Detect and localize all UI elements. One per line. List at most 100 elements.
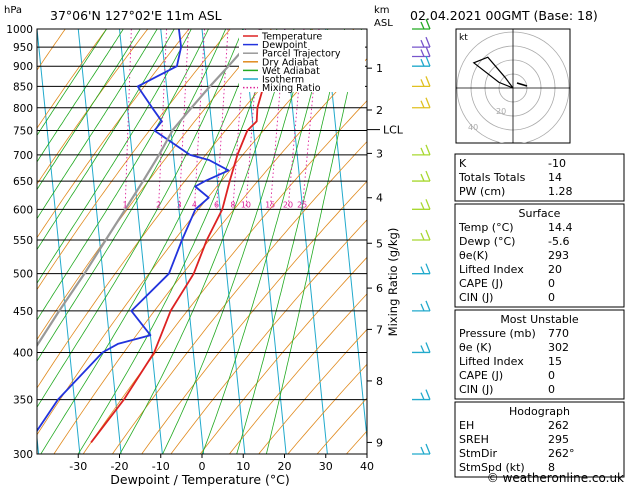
wind-barb: [412, 145, 430, 155]
stats-table-title: Surface: [519, 207, 561, 220]
pressure-tick-label: 800: [13, 103, 33, 115]
pressure-tick-label: 900: [13, 61, 33, 73]
pressure-tick-label: 550: [13, 235, 33, 247]
wind-barb: [412, 56, 430, 66]
pressure-tick-label: 500: [13, 269, 33, 281]
mixing-ratio-tick-label: 4: [192, 200, 197, 209]
stats-row-value: 14: [548, 171, 562, 184]
stats-row-label: Dewp (°C): [459, 235, 515, 248]
stats-row-value: 302: [548, 341, 569, 354]
stats-row-value: 0: [548, 369, 555, 382]
pressure-tick-label: 850: [13, 81, 33, 93]
hodograph-unit-label: kt: [459, 33, 468, 43]
wind-barb: [412, 444, 430, 454]
height-km-label: 2: [376, 104, 383, 117]
height-km-label: 9: [376, 436, 383, 449]
wind-barb: [412, 264, 430, 274]
stats-row-label: Totals Totals: [458, 171, 526, 184]
mixing-ratio-tick-label: 20: [283, 200, 293, 209]
hodograph-ring-label: 40: [468, 123, 478, 132]
asl-unit-label: ASL: [374, 18, 393, 29]
pressure-tick-label: 1000: [6, 24, 33, 36]
stats-row-value: 20: [548, 263, 562, 276]
stats-row-value: 0: [548, 383, 555, 396]
dewpoint-line: [29, 29, 228, 442]
wind-barb: [412, 301, 430, 311]
mixing-ratio-tick-label: 8: [230, 200, 235, 209]
stats-row-value: 262°: [548, 447, 575, 460]
stats-row-label: θe (K): [459, 341, 492, 354]
wind-barb-column: [412, 19, 430, 454]
mixing-ratio-tick-labels: 1 2 3 4 6 8 10 15 20 25: [123, 200, 308, 209]
stats-row-label: PW (cm): [459, 185, 505, 198]
hodograph-panel: 20 40 kt: [456, 29, 570, 144]
stats-row-value: 262: [548, 419, 569, 432]
pressure-tick-label: 750: [13, 126, 33, 138]
isotherm-line: [37, 29, 80, 454]
wind-barb: [412, 171, 430, 181]
pressure-tick-label: 950: [13, 42, 33, 54]
legend-entry: Mixing Ratio: [262, 83, 321, 94]
stats-row-label: Temp (°C): [458, 221, 514, 234]
pressure-tick-label: 350: [13, 395, 33, 407]
stats-row-value: 295: [548, 433, 569, 446]
temperature-tick-label: -30: [69, 460, 87, 473]
stats-row-value: -5.6: [548, 235, 569, 248]
wind-barb: [412, 230, 430, 240]
mixing-ratio-tick-label: 1: [123, 200, 128, 209]
location-title: 37°06'N 127°02'E 11m ASL: [50, 8, 222, 23]
mixing-ratio-tick-label: 2: [156, 200, 161, 209]
wind-barb: [412, 390, 430, 400]
stats-table-title: Most Unstable: [500, 313, 579, 326]
pressure-tick-label: 400: [13, 347, 33, 359]
hodograph-ring-label: 20: [496, 107, 506, 116]
stats-row-label: CIN (J): [459, 383, 493, 396]
height-km-label: 6: [376, 282, 383, 295]
height-km-label: 5: [376, 237, 383, 250]
datetime-title: 02.04.2021 00GMT (Base: 18): [410, 8, 598, 23]
pressure-tick-label: 650: [13, 176, 33, 188]
stats-row-value: 14.4: [548, 221, 573, 234]
stats-row-label: CIN (J): [459, 291, 493, 304]
stats-row-label: CAPE (J): [459, 369, 503, 382]
mixing-ratio-tick-label: 3: [177, 200, 182, 209]
wind-barb: [412, 199, 430, 209]
stats-row-label: θe(K): [459, 249, 488, 262]
height-km-label: 1: [376, 62, 383, 75]
stats-row-label: Lifted Index: [459, 355, 524, 368]
height-km-label: 4: [376, 192, 383, 205]
stats-row-label: StmDir: [459, 447, 498, 460]
pressure-tick-label: 300: [13, 449, 33, 461]
stats-row-label: Lifted Index: [459, 263, 524, 276]
wind-barb: [412, 98, 430, 108]
stats-row-label: Pressure (mb): [459, 327, 536, 340]
km-unit-label: km: [374, 5, 390, 16]
mixing-ratio-tick-label: 10: [241, 200, 251, 209]
stats-row-value: 1.28: [548, 185, 573, 198]
height-km-label: 3: [376, 147, 383, 160]
stats-row-value: 0: [548, 291, 555, 304]
mixing-ratio-tick-label: 6: [214, 200, 219, 209]
lcl-label: LCL: [383, 124, 404, 137]
dry-adiabat-line: [0, 12, 77, 479]
stats-table-title: Hodograph: [509, 405, 570, 418]
pressure-axis: 3003504004505005506006507007508008509009…: [6, 24, 33, 461]
x-axis-label: Dewpoint / Temperature (°C): [110, 472, 289, 486]
height-km-label: 7: [376, 323, 383, 336]
mixing-ratio-tick-label: 15: [265, 200, 275, 209]
stats-row-label: CAPE (J): [459, 277, 503, 290]
pressure-tick-label: 700: [13, 150, 33, 162]
stats-row-value: 293: [548, 249, 569, 262]
profile-series: [0, 29, 264, 454]
height-km-label: 8: [376, 375, 383, 388]
stats-row-label: SREH: [459, 433, 489, 446]
pressure-tick-label: 600: [13, 204, 33, 216]
temperature-tick-label: 40: [360, 460, 374, 473]
wind-barb: [412, 342, 430, 352]
mixing-ratio-tick-label: 25: [297, 200, 307, 209]
temperature-tick-label: 30: [319, 460, 333, 473]
